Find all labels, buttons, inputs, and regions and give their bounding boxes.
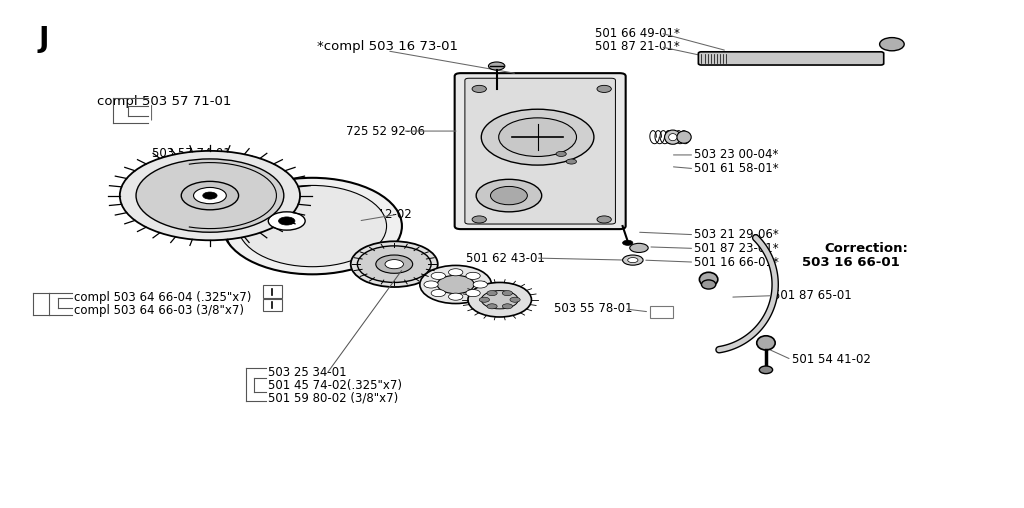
Circle shape (449, 293, 463, 300)
Text: 725 52 92-06: 725 52 92-06 (346, 124, 425, 138)
Circle shape (479, 297, 489, 302)
Text: 501 87 23-01*: 501 87 23-01* (694, 242, 779, 255)
Text: 501 66 49-01*: 501 66 49-01* (595, 26, 680, 40)
Circle shape (181, 181, 239, 210)
Text: 503 23 00-04*: 503 23 00-04* (694, 148, 778, 162)
Text: 501 61 58-01*: 501 61 58-01* (694, 162, 779, 175)
Circle shape (136, 159, 284, 232)
Ellipse shape (880, 38, 904, 51)
Text: 501 54 41-02: 501 54 41-02 (792, 353, 870, 366)
Circle shape (623, 240, 633, 245)
Circle shape (194, 187, 226, 204)
Circle shape (449, 269, 463, 276)
Circle shape (502, 291, 512, 296)
Circle shape (120, 151, 300, 240)
Text: compl 503 64 66-04 (.325"x7): compl 503 64 66-04 (.325"x7) (74, 291, 251, 304)
Text: Correction:: Correction: (824, 242, 908, 255)
Circle shape (597, 85, 611, 92)
Circle shape (466, 272, 480, 279)
Ellipse shape (757, 336, 775, 350)
Text: 503 16 66-01: 503 16 66-01 (802, 256, 899, 269)
Ellipse shape (665, 130, 681, 144)
Text: compl 503 64 66-03 (3/8"x7): compl 503 64 66-03 (3/8"x7) (74, 304, 244, 318)
Circle shape (566, 159, 577, 164)
Text: 503 57 74-01: 503 57 74-01 (152, 147, 230, 160)
Circle shape (481, 109, 594, 165)
Circle shape (203, 192, 217, 199)
FancyBboxPatch shape (698, 52, 884, 65)
Text: 501 59 80-02 (3/8"x7): 501 59 80-02 (3/8"x7) (268, 391, 398, 404)
Circle shape (472, 85, 486, 92)
Circle shape (556, 151, 566, 156)
Ellipse shape (677, 131, 691, 143)
Text: 501 87 21-01*: 501 87 21-01* (595, 40, 680, 53)
Ellipse shape (350, 241, 438, 287)
Text: 503 52 12-02: 503 52 12-02 (333, 208, 412, 221)
Circle shape (487, 291, 498, 296)
Circle shape (510, 297, 520, 302)
Text: 503 21 29-06*: 503 21 29-06* (694, 228, 779, 241)
Circle shape (279, 217, 295, 225)
Circle shape (376, 255, 413, 273)
Text: compl 503 57 71-01: compl 503 57 71-01 (97, 95, 231, 108)
Bar (263, 285, 282, 298)
Ellipse shape (420, 265, 492, 304)
Circle shape (424, 281, 438, 288)
Circle shape (476, 179, 542, 212)
Text: 501 62 43-01: 501 62 43-01 (466, 251, 545, 265)
Ellipse shape (701, 280, 716, 289)
Text: 501 87 65-01: 501 87 65-01 (773, 289, 852, 302)
FancyBboxPatch shape (455, 73, 626, 229)
Circle shape (437, 275, 474, 294)
Circle shape (431, 272, 445, 279)
Circle shape (488, 62, 505, 70)
Circle shape (431, 290, 445, 297)
FancyBboxPatch shape (465, 78, 615, 224)
Circle shape (490, 186, 527, 205)
Circle shape (597, 216, 611, 223)
Circle shape (268, 212, 305, 230)
Ellipse shape (669, 134, 677, 141)
Ellipse shape (760, 366, 772, 374)
Circle shape (357, 246, 431, 282)
Circle shape (466, 290, 480, 297)
Text: 503 25 34-01: 503 25 34-01 (268, 366, 347, 379)
Circle shape (630, 243, 648, 252)
Text: 501 45 74-02(.325"x7): 501 45 74-02(.325"x7) (268, 378, 402, 392)
Circle shape (473, 281, 487, 288)
Text: 503 55 78-01: 503 55 78-01 (554, 302, 633, 315)
Circle shape (385, 260, 403, 269)
Ellipse shape (468, 282, 531, 317)
Text: J: J (39, 25, 49, 53)
Circle shape (487, 304, 498, 309)
Circle shape (623, 255, 643, 265)
Circle shape (502, 304, 512, 309)
Text: *compl 503 16 73-01: *compl 503 16 73-01 (316, 40, 458, 53)
Ellipse shape (223, 178, 401, 274)
Circle shape (481, 291, 518, 309)
Circle shape (628, 258, 638, 263)
Bar (263, 299, 282, 311)
Text: 501 16 66-01*: 501 16 66-01* (694, 256, 779, 269)
Bar (650, 306, 673, 318)
Circle shape (499, 118, 577, 156)
Ellipse shape (238, 185, 387, 267)
Circle shape (472, 216, 486, 223)
Ellipse shape (699, 272, 718, 287)
